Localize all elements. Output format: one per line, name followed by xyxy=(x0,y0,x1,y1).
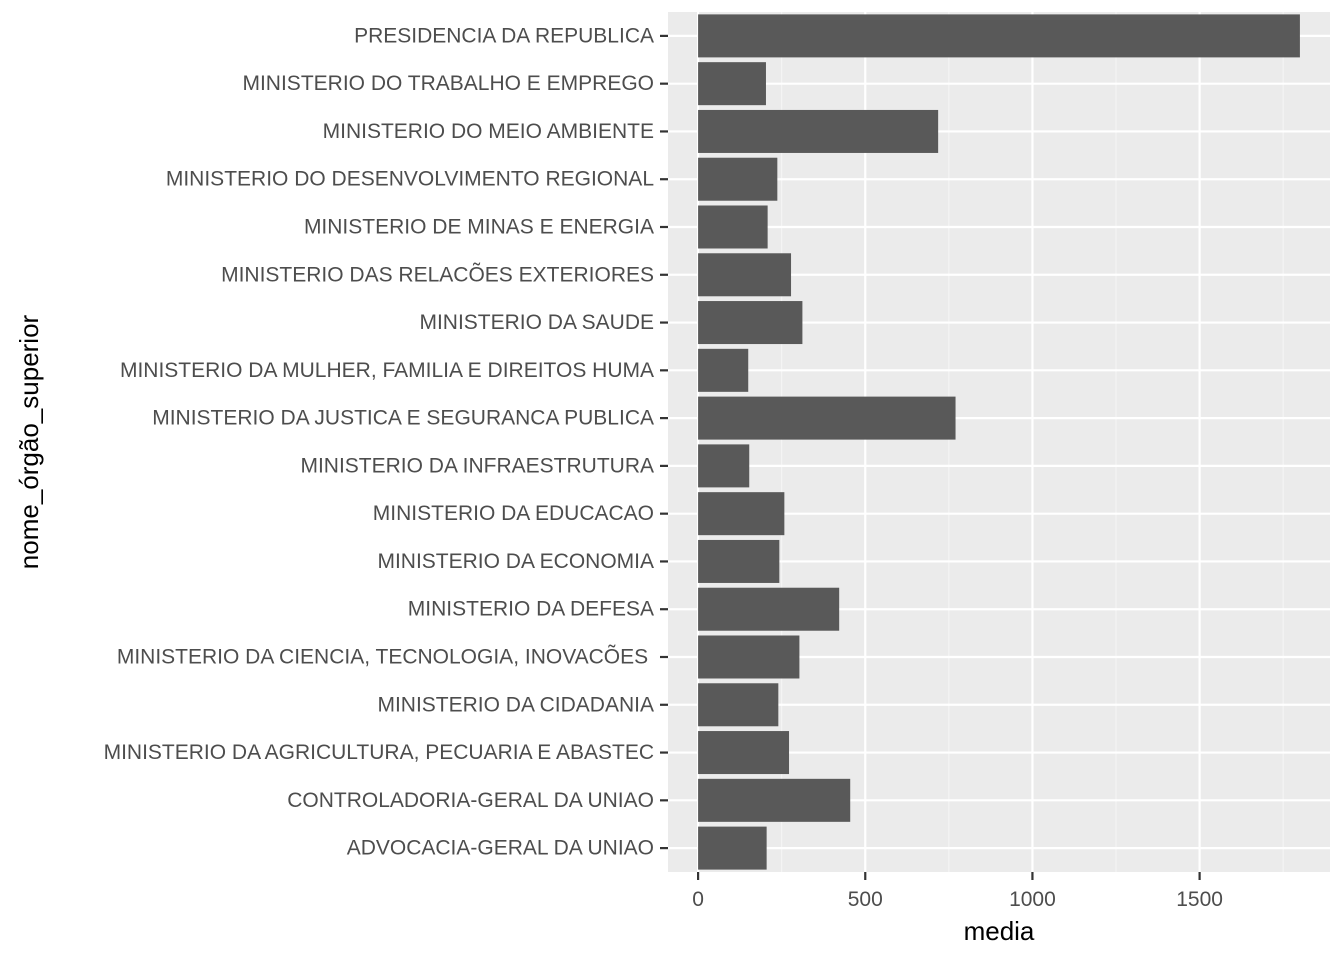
y-tick-label: MINISTERIO DA MULHER, FAMILIA E DIREITOS… xyxy=(120,359,654,382)
bar xyxy=(698,778,851,822)
y-tick-label: MINISTERIO DO TRABALHO E EMPREGO xyxy=(242,72,654,95)
bars xyxy=(698,14,1300,870)
plot-panel xyxy=(668,12,1330,872)
bar xyxy=(698,253,792,297)
y-tick-label: MINISTERIO DA SAUDE xyxy=(419,311,654,334)
y-tick-label: MINISTERIO DA JUSTICA E SEGURANCA PUBLIC… xyxy=(152,407,654,430)
y-tick-label: MINISTERIO DA AGRICULTURA, PECUARIA E AB… xyxy=(104,741,654,764)
bar xyxy=(698,683,779,727)
x-tick-label: 1500 xyxy=(1176,888,1223,911)
y-tick-label: CONTROLADORIA-GERAL DA UNIAO xyxy=(287,789,654,812)
y-tick-label: MINISTERIO DA CIENCIA, TECNOLOGIA, INOVA… xyxy=(117,645,654,669)
y-axis-title: nome_órgão_superior xyxy=(14,314,44,569)
bar xyxy=(698,301,803,345)
bar xyxy=(698,109,939,153)
x-axis-title: media xyxy=(964,916,1035,946)
bar xyxy=(698,444,750,488)
y-tick-label: MINISTERIO DO MEIO AMBIENTE xyxy=(323,120,654,143)
bar xyxy=(698,587,840,631)
x-axis-ticks: 0 500 1000 1500 xyxy=(692,872,1223,911)
y-tick-label: MINISTERIO DA DEFESA xyxy=(408,598,654,621)
x-tick-label: 500 xyxy=(848,888,883,911)
bar xyxy=(698,492,785,536)
y-axis-ticks: ADVOCACIA-GERAL DA UNIAO CONTROLADORIA-GE… xyxy=(104,24,668,860)
y-tick-label: MINISTERIO DA CIDADANIA xyxy=(377,693,654,716)
bar xyxy=(698,731,790,775)
y-tick-label: MINISTERIO DA ECONOMIA xyxy=(377,550,654,573)
y-tick-label: MINISTERIO DA INFRAESTRUTURA xyxy=(300,454,654,477)
bar xyxy=(698,62,766,106)
y-tick-label: PRESIDENCIA DA REPUBLICA xyxy=(354,24,654,47)
bar xyxy=(698,205,768,249)
x-tick-label: 1000 xyxy=(1009,888,1056,911)
bar xyxy=(698,635,800,679)
y-tick-label: MINISTERIO DO DESENVOLVIMENTO REGIONAL xyxy=(166,168,654,191)
bar xyxy=(698,157,778,201)
y-tick-label: MINISTERIO DE MINAS E ENERGIA xyxy=(304,216,654,239)
bar xyxy=(698,348,749,392)
bar xyxy=(698,539,780,583)
bar xyxy=(698,396,956,440)
x-tick-label: 0 xyxy=(692,888,704,911)
bar xyxy=(698,14,1300,58)
bar xyxy=(698,826,767,870)
y-tick-label: MINISTERIO DAS RELACÕES EXTERIORES xyxy=(221,262,654,286)
y-tick-label: ADVOCACIA-GERAL DA UNIAO xyxy=(347,837,654,860)
y-tick-label: MINISTERIO DA EDUCACAO xyxy=(373,502,654,525)
